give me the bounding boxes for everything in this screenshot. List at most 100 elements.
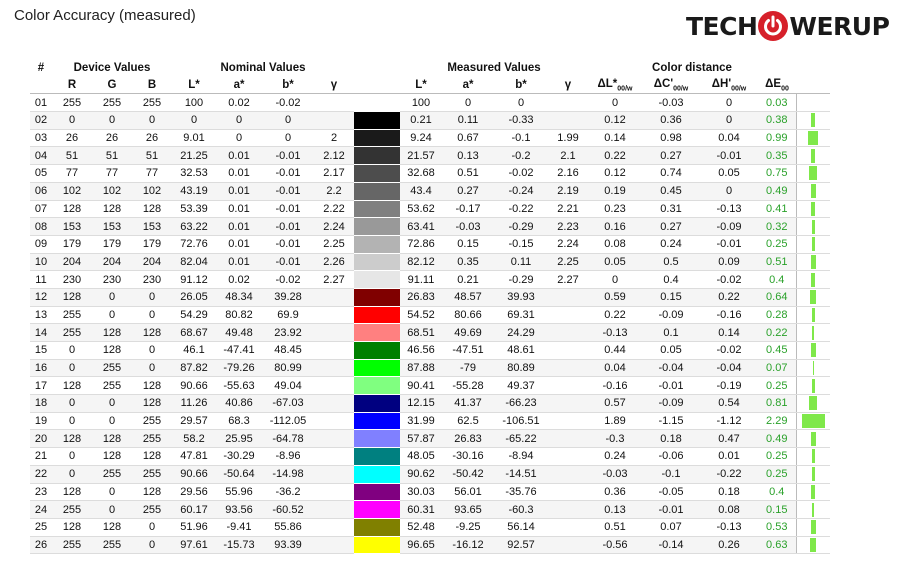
nominal-b: -0.02: [262, 270, 314, 289]
measured-gamma: [548, 359, 588, 378]
measured-a: -30.16: [442, 447, 494, 466]
nominal-l: 43.19: [172, 182, 216, 201]
table-row: 19 0 0 255 29.57 68.3 -112.05 31.99 62.5 -106.51 1…: [30, 412, 830, 431]
delta-h: 0.54: [700, 394, 758, 413]
patch-number: 25: [30, 518, 52, 537]
measured-a: 48.57: [442, 288, 494, 307]
color-swatch: [354, 93, 400, 113]
nominal-b: -112.05: [262, 412, 314, 431]
delta-e-bar: [811, 467, 815, 482]
delta-e-bar-cell: [795, 359, 830, 378]
device-g: 128: [92, 447, 132, 466]
delta-h: -0.01: [700, 146, 758, 166]
device-g: 128: [92, 518, 132, 537]
measured-a: -79: [442, 359, 494, 378]
device-g: 102: [92, 182, 132, 201]
col-delta-h: ΔH'00/w: [700, 76, 758, 95]
measured-gamma: 2.23: [548, 217, 588, 236]
device-g: 230: [92, 270, 132, 289]
measured-l: 82.12: [400, 253, 442, 272]
measured-a: -0.17: [442, 200, 494, 219]
device-b: 255: [132, 412, 172, 431]
patch-number: 11: [30, 270, 52, 289]
measured-b: 56.14: [494, 518, 548, 537]
measured-l: 54.52: [400, 306, 442, 325]
nominal-l: 51.96: [172, 518, 216, 537]
measured-b: 0.11: [494, 253, 548, 272]
delta-l: 0.19: [588, 182, 642, 201]
delta-e-bar-cell: [795, 288, 830, 307]
nominal-gamma: [314, 376, 354, 396]
measured-a: 0.21: [442, 270, 494, 289]
delta-h: -0.13: [700, 518, 758, 537]
nominal-b: -0.01: [262, 182, 314, 201]
table-row: 06 102 102 102 43.19 0.01 -0.01 2.2 43.4 0.27 -0.2…: [30, 182, 830, 201]
logo-text-left: TECH: [686, 11, 758, 41]
nominal-a: 0.01: [216, 146, 262, 166]
delta-e: 0.25: [758, 447, 796, 466]
nominal-b: -0.01: [262, 164, 314, 183]
delta-c: 0.5: [642, 253, 700, 272]
delta-c: 0.18: [642, 429, 700, 449]
delta-h: -0.09: [700, 217, 758, 236]
table-row: 02 0 0 0 0 0 0 0.21 0.11 -0.33 0.12 0.36 0 0.38: [30, 111, 830, 130]
nominal-gamma: 2.25: [314, 235, 354, 254]
nominal-a: 0.01: [216, 253, 262, 272]
device-b: 153: [132, 217, 172, 236]
logo-text-right: WERUP: [789, 11, 890, 41]
nominal-l: 53.39: [172, 200, 216, 219]
measured-a: -9.25: [442, 518, 494, 537]
delta-e-bar-cell: [795, 518, 830, 537]
nominal-gamma: [314, 429, 354, 449]
delta-l: 0.51: [588, 518, 642, 537]
measured-b: -106.51: [494, 412, 548, 431]
nominal-gamma: [314, 536, 354, 555]
delta-e-bar: [809, 166, 818, 181]
group-nominal-values: Nominal Values: [220, 62, 306, 75]
nominal-b: -0.01: [262, 217, 314, 236]
nominal-b: -14.98: [262, 465, 314, 484]
delta-l: 0.22: [588, 146, 642, 166]
measured-l: 52.48: [400, 518, 442, 537]
device-g: 0: [92, 500, 132, 519]
nominal-b: 55.86: [262, 518, 314, 537]
nominal-l: 91.12: [172, 270, 216, 289]
delta-e-bar: [810, 290, 817, 305]
nominal-b: -0.01: [262, 235, 314, 254]
delta-l: 1.89: [588, 412, 642, 431]
nominal-a: 93.56: [216, 500, 262, 519]
delta-c: 0.36: [642, 111, 700, 130]
device-b: 128: [132, 323, 172, 342]
nominal-a: 0.01: [216, 217, 262, 236]
delta-h: -0.13: [700, 200, 758, 219]
measured-l: 31.99: [400, 412, 442, 431]
delta-e-bar: [811, 113, 816, 128]
color-swatch: [354, 200, 400, 219]
device-g: 255: [92, 93, 132, 113]
nominal-gamma: 2.22: [314, 200, 354, 219]
measured-gamma: [548, 111, 588, 130]
delta-l: 0.14: [588, 129, 642, 148]
device-g: 255: [92, 465, 132, 484]
delta-c: -0.01: [642, 500, 700, 519]
device-g: 255: [92, 359, 132, 378]
nominal-l: 47.81: [172, 447, 216, 466]
delta-l: -0.3: [588, 429, 642, 449]
color-swatch: [354, 164, 400, 183]
delta-e: 0.4: [758, 483, 796, 502]
patch-number: 23: [30, 483, 52, 502]
measured-a: 0: [442, 93, 494, 113]
nominal-l: 90.66: [172, 376, 216, 396]
measured-l: 26.83: [400, 288, 442, 307]
col-measured-gamma: γ: [548, 76, 588, 95]
measured-l: 100: [400, 93, 442, 113]
delta-e-bar: [810, 184, 816, 199]
delta-e-bar-cell: [795, 270, 830, 289]
delta-c: 0.1: [642, 323, 700, 342]
device-b: 77: [132, 164, 172, 183]
delta-h: -0.01: [700, 235, 758, 254]
nominal-gamma: 2.12: [314, 146, 354, 166]
measured-a: 0.51: [442, 164, 494, 183]
nominal-gamma: [314, 93, 354, 113]
device-g: 128: [92, 429, 132, 449]
